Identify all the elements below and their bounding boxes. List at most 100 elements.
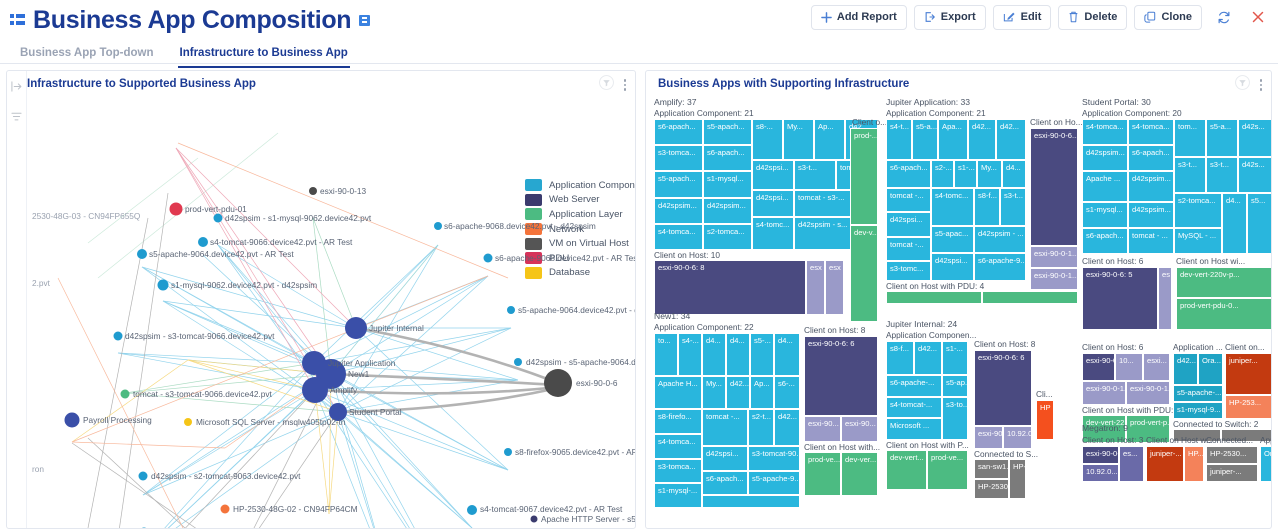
- treemap-cell[interactable]: esxi-90...: [841, 415, 878, 442]
- treemap-cell[interactable]: s8-f...: [974, 187, 1000, 226]
- treemap-cell[interactable]: s4-tomc...: [931, 187, 974, 226]
- treemap-cell[interactable]: prod-ve...: [927, 450, 968, 490]
- treemap-cell[interactable]: [702, 494, 800, 508]
- treemap-cell[interactable]: d42...: [914, 340, 942, 375]
- treemap-cell[interactable]: s5-a...: [912, 118, 938, 160]
- treemap-cell[interactable]: Apache ...: [1082, 170, 1128, 202]
- treemap-cell[interactable]: [1173, 429, 1221, 442]
- treemap-cell[interactable]: s2-...: [931, 159, 954, 188]
- treemap-cell[interactable]: d42spsi...: [931, 252, 974, 281]
- treemap-cell[interactable]: s1-...: [942, 340, 968, 375]
- treemap-cell[interactable]: s6-apach...: [1082, 227, 1128, 254]
- treemap-cell[interactable]: d42spsi...: [886, 211, 931, 237]
- treemap-cell[interactable]: Apa...: [938, 118, 968, 160]
- treemap-cell[interactable]: s2-tomca...: [703, 223, 752, 250]
- treemap-cell[interactable]: dev-vert-22...: [1082, 415, 1126, 443]
- treemap-cell[interactable]: s5-apac...: [931, 225, 974, 253]
- treemap-cell[interactable]: esxi-90-0-6: 6: [804, 335, 878, 416]
- clone-button[interactable]: Clone: [1134, 4, 1202, 30]
- collapse-panel-icon[interactable]: [11, 79, 22, 97]
- edit-button[interactable]: Edit: [992, 4, 1052, 30]
- treemap-cell[interactable]: MySQL - ...: [1174, 227, 1222, 254]
- treemap-cell[interactable]: s4-tomca...: [654, 223, 703, 250]
- treemap-cell[interactable]: d42...: [968, 118, 996, 160]
- treemap-cell[interactable]: s1-mysql-9...: [1173, 401, 1223, 419]
- treemap-cell[interactable]: s3-t...: [794, 159, 836, 190]
- add-report-button[interactable]: Add Report: [810, 4, 907, 30]
- treemap-cell[interactable]: s6-apach...: [886, 159, 931, 188]
- treemap-cell[interactable]: s2-tomca...: [1174, 192, 1222, 228]
- treemap-cell[interactable]: esxi-90-0-1...: [1030, 267, 1078, 290]
- treemap-cell[interactable]: Microsoft ...: [886, 417, 942, 440]
- treemap-cell[interactable]: s5-apach...: [654, 170, 703, 198]
- treemap-cell[interactable]: s4-tomca...: [1128, 118, 1174, 145]
- treemap-cell[interactable]: es: [1158, 266, 1172, 330]
- treemap-cell[interactable]: dev-ver...: [841, 452, 878, 496]
- treemap-cell[interactable]: d4...: [1002, 159, 1026, 188]
- treemap-cell[interactable]: s5-ap...: [942, 374, 968, 397]
- treemap-cell[interactable]: My...: [783, 118, 814, 160]
- treemap-cell[interactable]: d42...: [774, 408, 800, 446]
- treemap-cell[interactable]: s4-tomca...: [654, 433, 702, 459]
- treemap-cell[interactable]: esx: [825, 260, 844, 315]
- treemap-cell[interactable]: s5-a...: [1206, 118, 1238, 157]
- treemap-cell[interactable]: san-sw1...: [974, 459, 1009, 479]
- network-graph[interactable]: Application Component Web Server Applica…: [28, 98, 635, 528]
- treemap-cell[interactable]: s2-t...: [748, 408, 774, 446]
- tab-infrastructure-to-business-app[interactable]: Infrastructure to Business App: [177, 43, 350, 68]
- treemap-cell[interactable]: Apache H...: [654, 375, 702, 409]
- kebab-menu-icon[interactable]: [1257, 77, 1266, 93]
- treemap-cell[interactable]: My...: [977, 159, 1002, 188]
- treemap-cell[interactable]: d4...: [702, 332, 726, 376]
- treemap-cell[interactable]: juniper-...: [1206, 463, 1258, 482]
- treemap-cell[interactable]: d42spsim...: [1128, 201, 1174, 228]
- treemap-cell[interactable]: esxi-90-0-6...: [1082, 352, 1115, 381]
- treemap-cell[interactable]: esxi-90-...: [974, 425, 1003, 449]
- treemap-cell[interactable]: s3-t...: [1174, 156, 1206, 193]
- treemap-cell[interactable]: tom...: [1174, 118, 1206, 157]
- treemap-cell[interactable]: prod-...: [850, 127, 878, 225]
- treemap-cell[interactable]: [886, 291, 982, 304]
- funnel-icon[interactable]: [598, 75, 614, 95]
- treemap-cell[interactable]: s3-t...: [1000, 187, 1026, 226]
- kebab-menu-icon[interactable]: [621, 77, 630, 93]
- treemap-cell[interactable]: esxi-90-0-6: ...: [1082, 445, 1119, 464]
- export-button[interactable]: Export: [913, 4, 986, 30]
- treemap-cell[interactable]: HP-253...: [1225, 394, 1271, 419]
- treemap-cell[interactable]: d42...: [726, 375, 750, 409]
- treemap-cell[interactable]: d42s...: [1238, 156, 1271, 193]
- treemap-cell[interactable]: s6-apach...: [703, 144, 752, 171]
- treemap-cell[interactable]: s1-mysql...: [703, 170, 752, 198]
- treemap-cell[interactable]: My...: [702, 375, 726, 409]
- treemap-cell[interactable]: esxi-90-0-6: 6: [974, 349, 1032, 426]
- treemap-cell[interactable]: s5-apache-...: [1173, 384, 1223, 402]
- treemap-cell[interactable]: d42spsi...: [752, 189, 794, 217]
- treemap-cell[interactable]: dev-vert-220v-p...: [1176, 266, 1271, 298]
- tab-business-app-top-down[interactable]: Business App Top-down: [20, 47, 154, 59]
- treemap-cell[interactable]: s3-t...: [1206, 156, 1238, 193]
- treemap-cell[interactable]: to...: [654, 332, 678, 376]
- treemap-cell[interactable]: s6-apache-9...: [974, 252, 1026, 281]
- filter-icon[interactable]: [11, 109, 22, 127]
- treemap-cell[interactable]: juniper...: [1225, 352, 1271, 395]
- treemap-cell[interactable]: s4-tomcat-...: [886, 396, 942, 418]
- treemap-cell[interactable]: s4-...: [678, 332, 702, 376]
- treemap-cell[interactable]: 10.92.0....: [1003, 425, 1032, 449]
- treemap-cell[interactable]: d4...: [774, 332, 800, 376]
- treemap-cell[interactable]: 10...: [1115, 352, 1143, 381]
- treemap-cell[interactable]: esxi-90-0-1...: [1030, 245, 1078, 268]
- treemap-cell[interactable]: s5...: [1247, 192, 1271, 254]
- treemap-cell[interactable]: HP...: [1184, 445, 1204, 482]
- treemap-cell[interactable]: Ora...: [1198, 352, 1223, 385]
- treemap-cell[interactable]: HP: [1036, 399, 1054, 440]
- refresh-button[interactable]: [1211, 11, 1237, 24]
- treemap-cell[interactable]: d42spsim - ...: [974, 225, 1026, 253]
- treemap-cell[interactable]: s8-...: [752, 118, 783, 160]
- treemap-cell[interactable]: d4...: [1222, 192, 1247, 254]
- treemap-cell[interactable]: s4-tomc...: [752, 216, 794, 250]
- treemap-cell[interactable]: d42spsi...: [752, 159, 794, 190]
- treemap-cell[interactable]: esxi-90-0-6: 8: [654, 260, 806, 315]
- treemap-cell[interactable]: HP-2530...: [1206, 445, 1258, 464]
- close-button[interactable]: [1246, 11, 1270, 23]
- treemap-cell[interactable]: juniper-...: [1146, 445, 1184, 482]
